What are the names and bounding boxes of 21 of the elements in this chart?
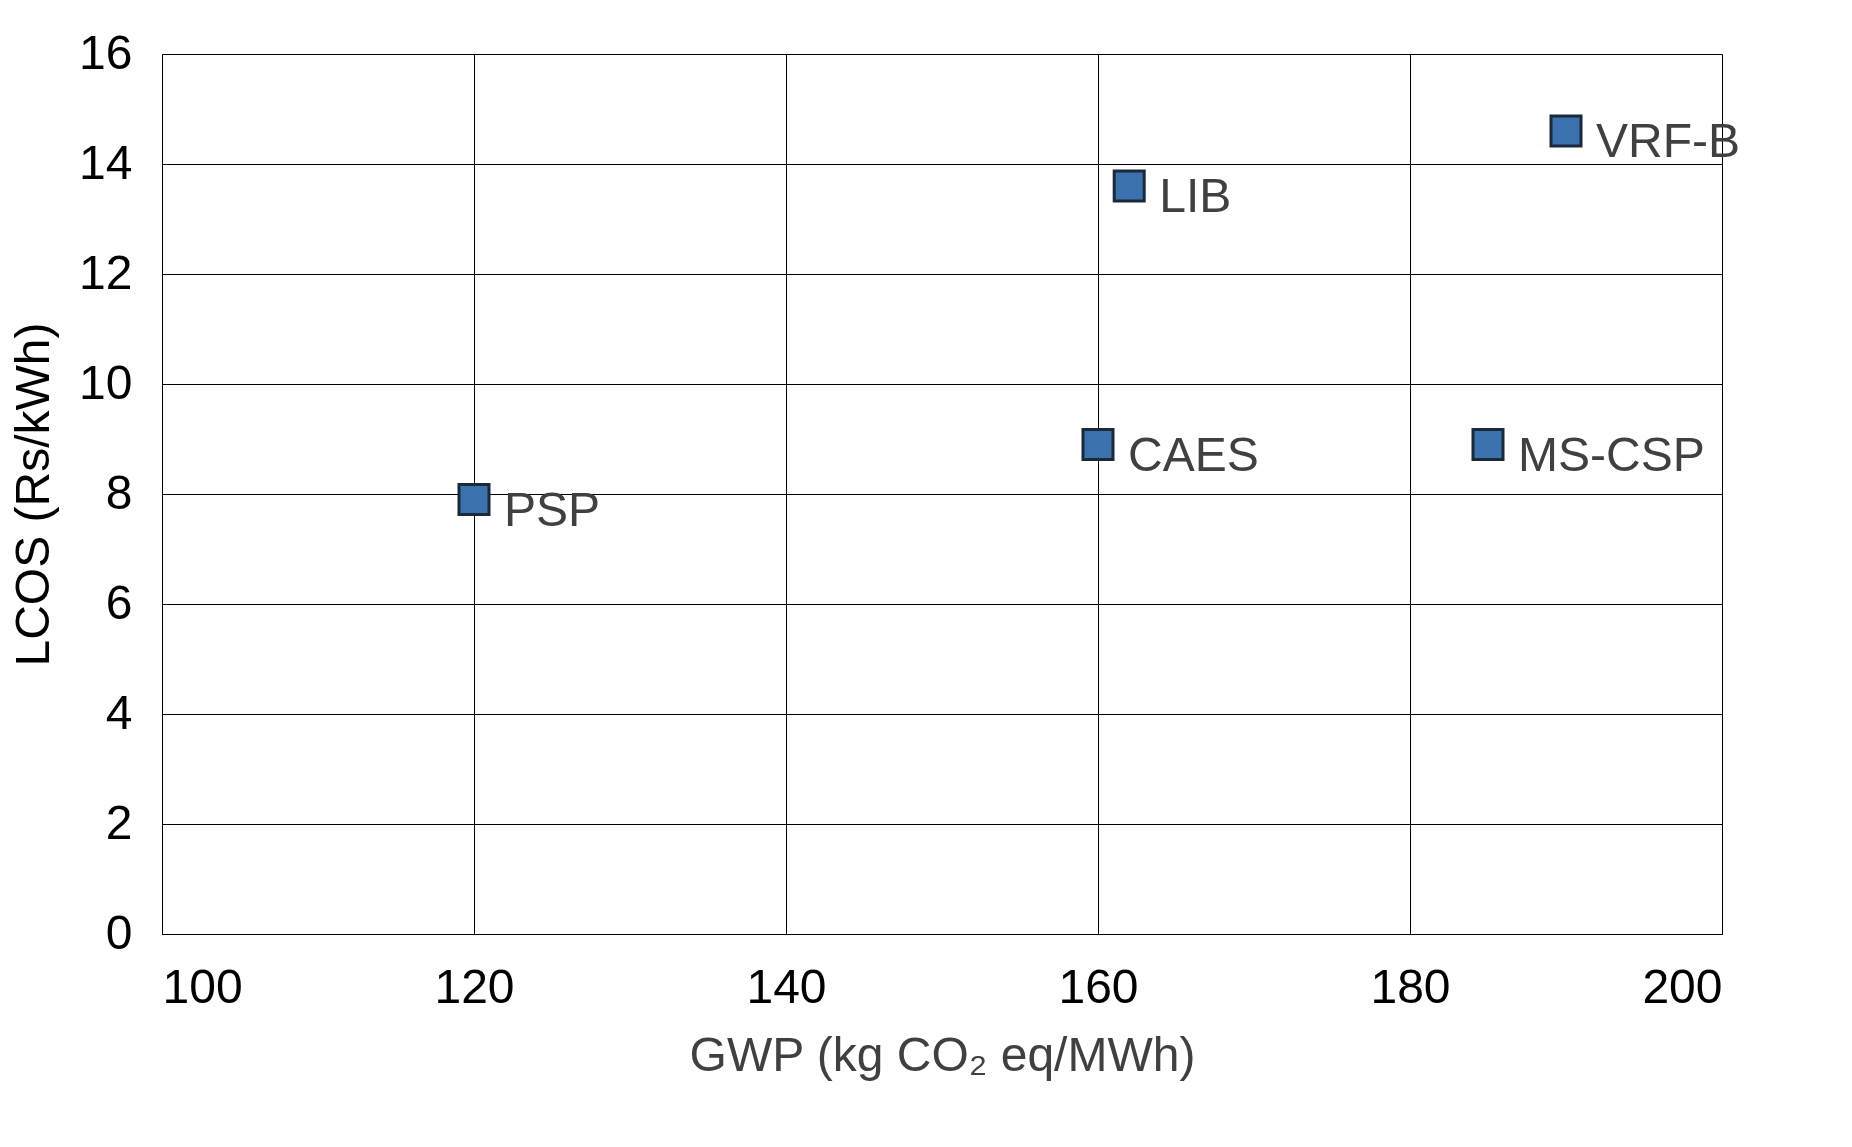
y-tick-label: 4 bbox=[105, 685, 133, 739]
x-tick-label: 160 bbox=[1058, 959, 1139, 1013]
x-tick-label: 100 bbox=[162, 959, 243, 1013]
y-tick-label: 2 bbox=[105, 795, 133, 849]
annotation: CAES bbox=[1128, 427, 1259, 481]
annotation: MS-CSP bbox=[1518, 427, 1705, 481]
y-tick-label: 0 bbox=[105, 905, 133, 959]
x-tick-label: 180 bbox=[1370, 959, 1451, 1013]
annotation: PSP bbox=[504, 482, 601, 536]
y-tick-label: 16 bbox=[79, 25, 133, 79]
x-tick-label: 200 bbox=[1642, 959, 1723, 1013]
y-axis-title: LCOS (Rs/kWh) bbox=[6, 322, 60, 667]
x-tick-label: 120 bbox=[434, 959, 515, 1013]
x-tick-label: 140 bbox=[746, 959, 827, 1013]
y-tick-label: 10 bbox=[79, 355, 133, 409]
y-tick-label: 6 bbox=[105, 575, 133, 629]
y-tick-label: 14 bbox=[79, 135, 133, 189]
y-tick-label: 12 bbox=[79, 245, 133, 299]
annotation: LIB bbox=[1159, 169, 1232, 222]
y-tick-label: 8 bbox=[105, 465, 133, 519]
x-axis-title: GWP (kg CO₂ eq/MWh) bbox=[689, 1027, 1196, 1081]
